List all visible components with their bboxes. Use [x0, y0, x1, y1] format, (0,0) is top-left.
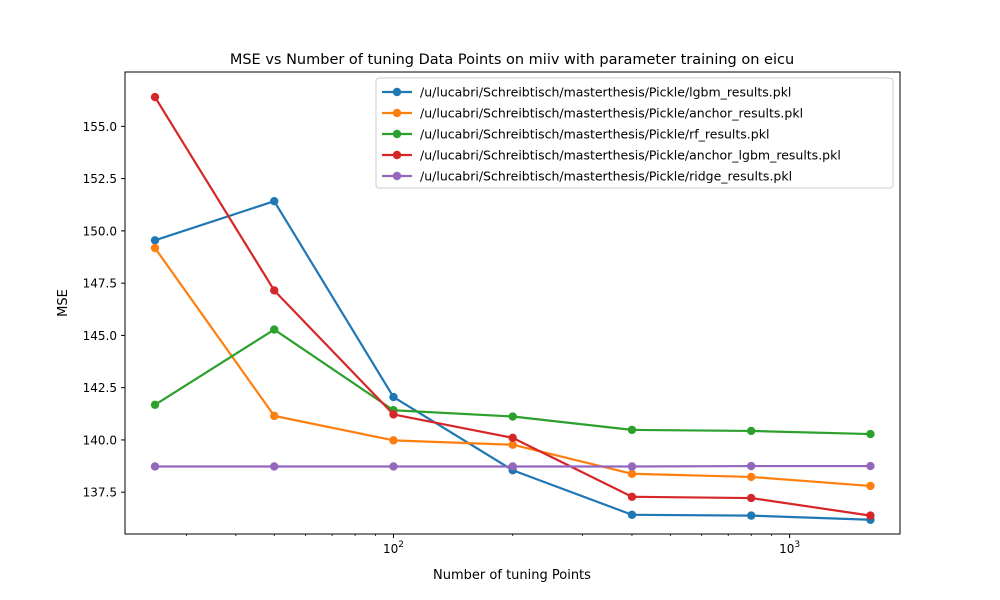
data-point: [508, 412, 517, 421]
data-point: [270, 325, 279, 334]
plot-series: [150, 92, 875, 524]
legend-marker: [392, 87, 402, 97]
x-tick-label: 103: [779, 540, 800, 556]
series-4: [150, 92, 875, 520]
legend-item: /u/lucabri/Schreibtisch/masterthesis/Pic…: [382, 106, 803, 121]
series-5: [150, 461, 875, 471]
data-point: [627, 510, 637, 519]
x-axis-label: Number of tuning Points: [433, 568, 591, 583]
x-axis-ticks: 102 103: [185, 534, 800, 556]
data-point: [270, 462, 279, 471]
data-point: [150, 92, 160, 102]
legend-item: /u/lucabri/Schreibtisch/masterthesis/Pic…: [382, 169, 792, 184]
legend-marker: [392, 108, 402, 118]
y-tick-label: 147.5: [83, 277, 117, 291]
legend: /u/lucabri/Schreibtisch/masterthesis/Pic…: [375, 77, 894, 189]
y-tick-label: 137.5: [83, 486, 117, 500]
data-point: [746, 493, 756, 503]
y-tick-label: 152.5: [83, 172, 117, 186]
data-point: [627, 462, 637, 471]
data-point: [270, 411, 279, 421]
data-point: [866, 461, 875, 471]
chart-title: MSE vs Number of tuning Data Points on m…: [230, 52, 794, 68]
legend-marker: [392, 171, 402, 181]
x-tick-label-base: 10: [779, 542, 794, 556]
x-tick-label-base: 10: [383, 542, 398, 556]
y-axis-label: MSE: [56, 289, 71, 317]
data-point: [389, 436, 398, 445]
x-tick-label-exponent: 2: [398, 540, 404, 550]
legend-item: /u/lucabri/Schreibtisch/masterthesis/Pic…: [382, 127, 769, 142]
data-point: [746, 472, 756, 482]
legend-marker: [392, 150, 402, 160]
data-point: [866, 481, 875, 491]
data-point: [150, 236, 160, 245]
legend-label: /u/lucabri/Schreibtisch/masterthesis/Pic…: [420, 169, 792, 184]
data-point: [508, 433, 517, 443]
data-point: [866, 429, 875, 439]
data-point: [270, 196, 279, 206]
legend-items: /u/lucabri/Schreibtisch/masterthesis/Pic…: [382, 85, 841, 184]
y-tick-label: 140.0: [83, 433, 117, 447]
data-point: [389, 410, 398, 419]
y-axis-ticks: 137.5 140.0 142.5 145.0 147.5 150.0 152.5 155.0: [83, 120, 125, 500]
data-point: [150, 462, 160, 471]
legend-item: /u/lucabri/Schreibtisch/masterthesis/Pic…: [382, 85, 791, 100]
data-point: [389, 462, 398, 471]
data-point: [627, 469, 637, 478]
x-tick-label: 102: [383, 540, 404, 556]
data-point: [389, 392, 398, 402]
data-point: [627, 425, 637, 435]
data-point: [150, 400, 160, 410]
legend-box: [375, 77, 894, 189]
legend-label: /u/lucabri/Schreibtisch/masterthesis/Pic…: [420, 148, 841, 163]
data-point: [746, 426, 756, 436]
y-tick-label: 142.5: [83, 381, 117, 395]
legend-marker: [392, 129, 402, 139]
y-tick-label: 155.0: [83, 120, 117, 134]
axes-frame: [124, 71, 901, 535]
y-tick-label: 150.0: [83, 224, 117, 238]
data-point: [746, 511, 756, 520]
legend-label: /u/lucabri/Schreibtisch/masterthesis/Pic…: [420, 106, 803, 121]
y-tick-label: 145.0: [83, 329, 117, 343]
data-point: [627, 492, 637, 501]
data-point: [270, 286, 279, 295]
data-point: [508, 462, 517, 471]
series-2: [150, 243, 875, 491]
data-point: [746, 461, 756, 471]
data-point: [150, 243, 160, 253]
data-point: [508, 440, 517, 449]
legend-label: /u/lucabri/Schreibtisch/masterthesis/Pic…: [420, 85, 791, 100]
legend-item: /u/lucabri/Schreibtisch/masterthesis/Pic…: [382, 148, 841, 163]
series-3: [150, 325, 875, 439]
x-tick-label-exponent: 3: [794, 540, 800, 550]
data-point: [866, 511, 875, 520]
legend-label: /u/lucabri/Schreibtisch/masterthesis/Pic…: [420, 127, 769, 142]
